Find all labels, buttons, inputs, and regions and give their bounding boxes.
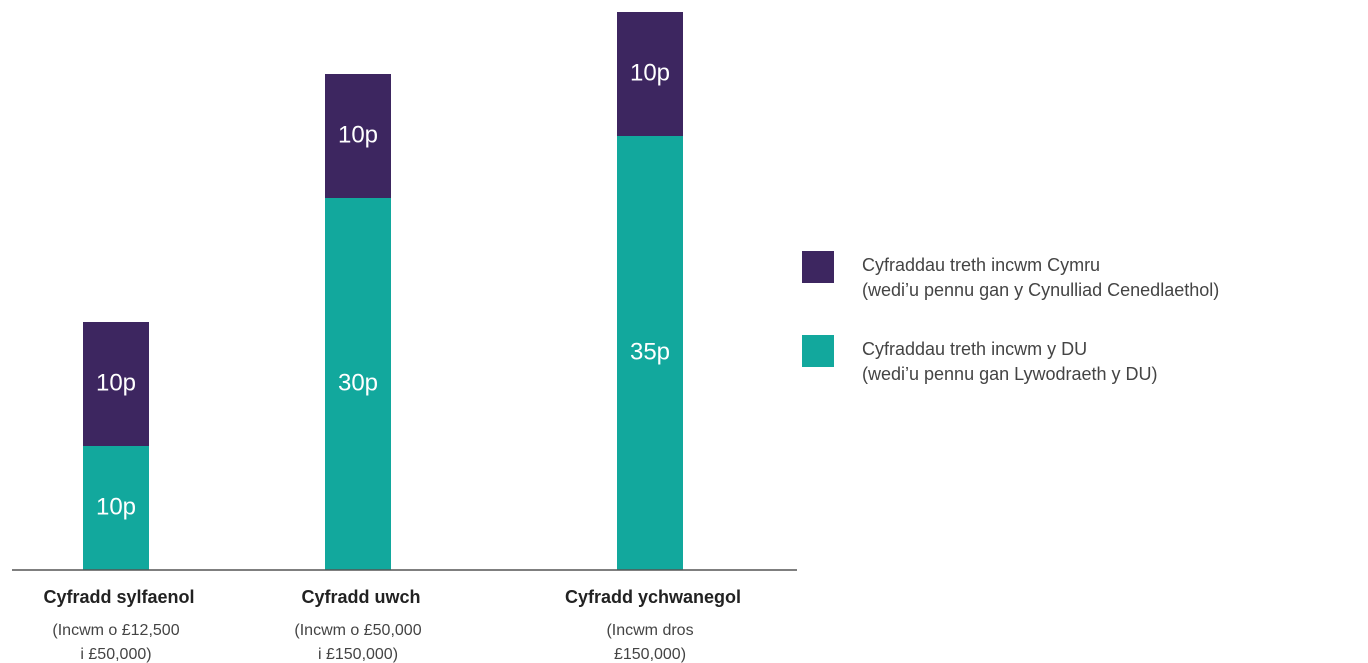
legend-swatch — [802, 251, 834, 283]
value-label: 35p — [630, 338, 670, 365]
legend-label: Cyfraddau treth incwm Cymru — [862, 255, 1100, 275]
category-label: Cyfradd uwch — [301, 587, 420, 607]
value-label: 10p — [96, 369, 136, 396]
category-note: £150,000) — [614, 646, 686, 663]
value-label: 10p — [338, 121, 378, 148]
bar-segment — [617, 136, 683, 570]
category-note: i £150,000) — [318, 646, 398, 663]
bar-segment — [83, 446, 149, 570]
legend-note: (wedi’u pennu gan Lywodraeth y DU) — [862, 364, 1158, 384]
bar-segment — [325, 74, 391, 198]
value-label: 30p — [338, 369, 378, 396]
legend-swatch — [802, 335, 834, 367]
category-label: Cyfradd sylfaenol — [43, 587, 194, 607]
bar-segment — [617, 12, 683, 136]
category-note: (Incwm dros — [606, 622, 693, 639]
category-label: Cyfradd ychwanegol — [565, 587, 741, 607]
value-label: 10p — [96, 493, 136, 520]
legend-label: Cyfraddau treth incwm y DU — [862, 339, 1087, 359]
bar-segment — [83, 322, 149, 446]
category-note: (Incwm o £50,000 — [294, 622, 421, 639]
legend-note: (wedi’u pennu gan y Cynulliad Cenedlaeth… — [862, 280, 1219, 300]
category-note: (Incwm o £12,500 — [52, 622, 179, 639]
bar-segment — [325, 198, 391, 570]
category-note: i £50,000) — [80, 646, 151, 663]
value-label: 10p — [630, 59, 670, 86]
